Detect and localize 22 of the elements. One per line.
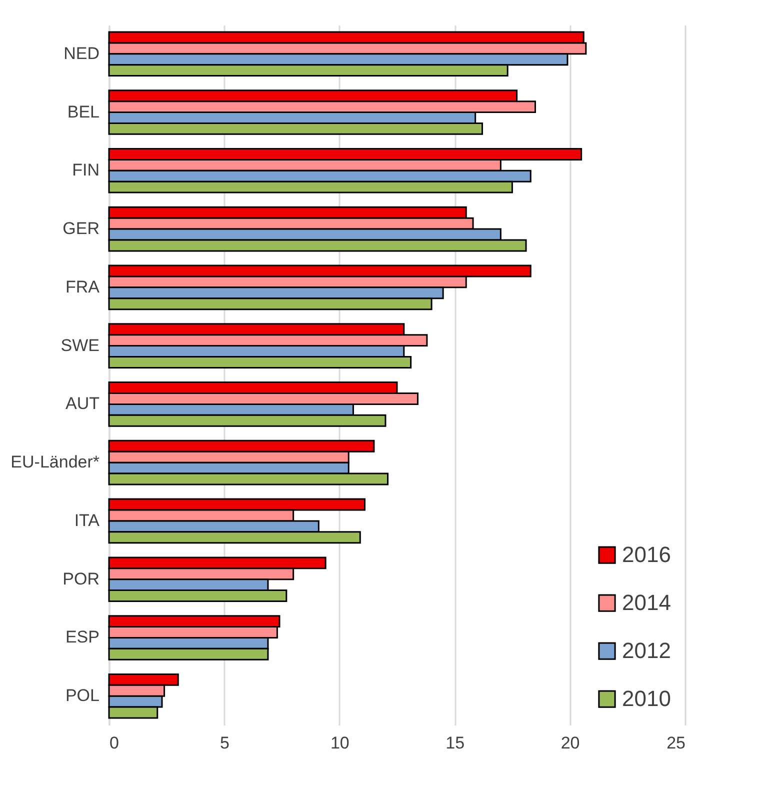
y-tick-label: GER — [62, 219, 100, 238]
legend-label: 2010 — [622, 686, 671, 711]
y-tick-label: EU-Länder* — [10, 452, 100, 472]
x-tick-label: 0 — [110, 734, 119, 752]
y-tick-label: POL — [65, 686, 100, 706]
x-tick-label: 20 — [560, 734, 580, 752]
y-tick-label: FIN — [72, 160, 100, 180]
x-tick-label: 25 — [666, 734, 686, 752]
x-tick-label: 5 — [220, 734, 230, 752]
y-tick-label: BEL — [67, 102, 100, 122]
legend-label: 2012 — [622, 638, 671, 663]
y-tick-label: SWE — [60, 336, 100, 355]
y-tick-label: FRA — [66, 277, 100, 296]
y-tick-label: AUT — [66, 394, 100, 414]
x-tick-label: 15 — [446, 734, 465, 752]
y-tick-label: ITA — [74, 510, 100, 530]
y-tick-label: ESP — [65, 628, 100, 647]
legend-label: 2014 — [622, 590, 671, 615]
y-tick-label: POR — [62, 569, 100, 588]
y-tick-label: NED — [64, 44, 100, 63]
x-tick-label: 10 — [330, 734, 350, 752]
legend-label: 2016 — [622, 542, 671, 567]
